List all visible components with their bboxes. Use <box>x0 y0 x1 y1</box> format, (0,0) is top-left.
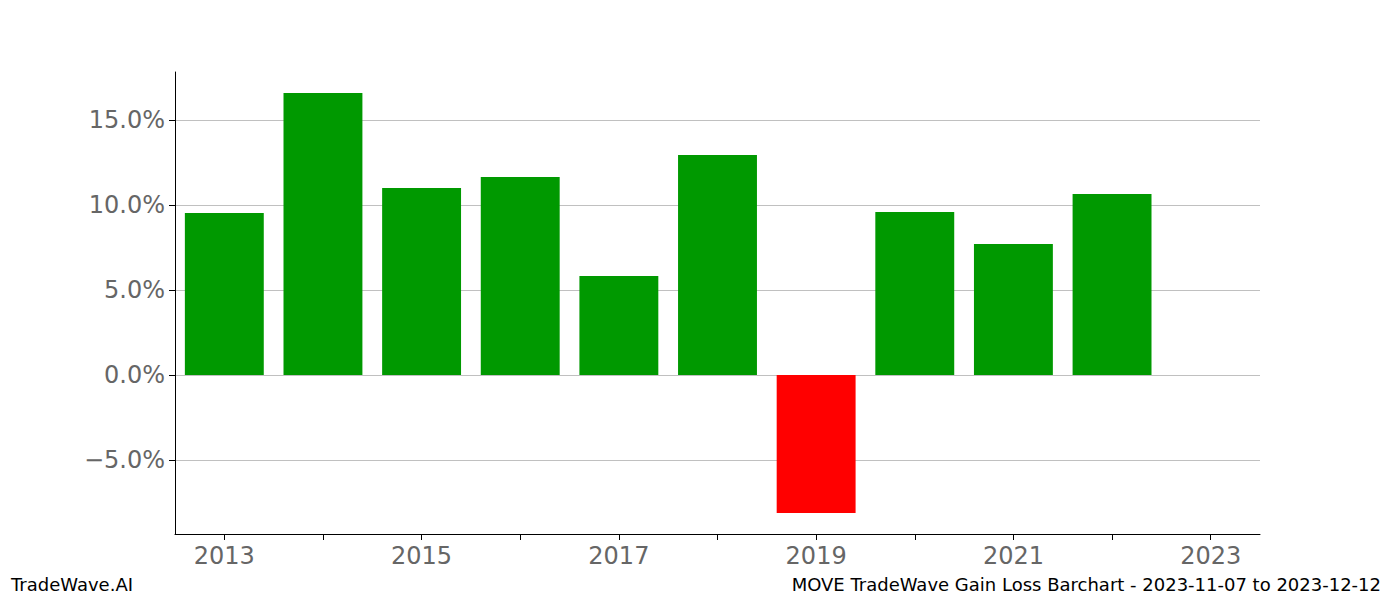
svg-text:−5.0%: −5.0% <box>84 446 165 474</box>
svg-text:0.0%: 0.0% <box>104 361 165 389</box>
svg-text:MOVE TradeWave Gain Loss Barch: MOVE TradeWave Gain Loss Barchart - 2023… <box>792 574 1381 595</box>
svg-text:2015: 2015 <box>391 542 452 570</box>
svg-text:2019: 2019 <box>786 542 847 570</box>
svg-text:15.0%: 15.0% <box>89 106 165 134</box>
svg-text:TradeWave.AI: TradeWave.AI <box>10 574 133 595</box>
svg-text:2017: 2017 <box>588 542 649 570</box>
svg-text:2021: 2021 <box>983 542 1044 570</box>
svg-text:5.0%: 5.0% <box>104 276 165 304</box>
svg-text:2013: 2013 <box>194 542 255 570</box>
svg-text:2023: 2023 <box>1180 542 1241 570</box>
svg-text:10.0%: 10.0% <box>89 191 165 219</box>
